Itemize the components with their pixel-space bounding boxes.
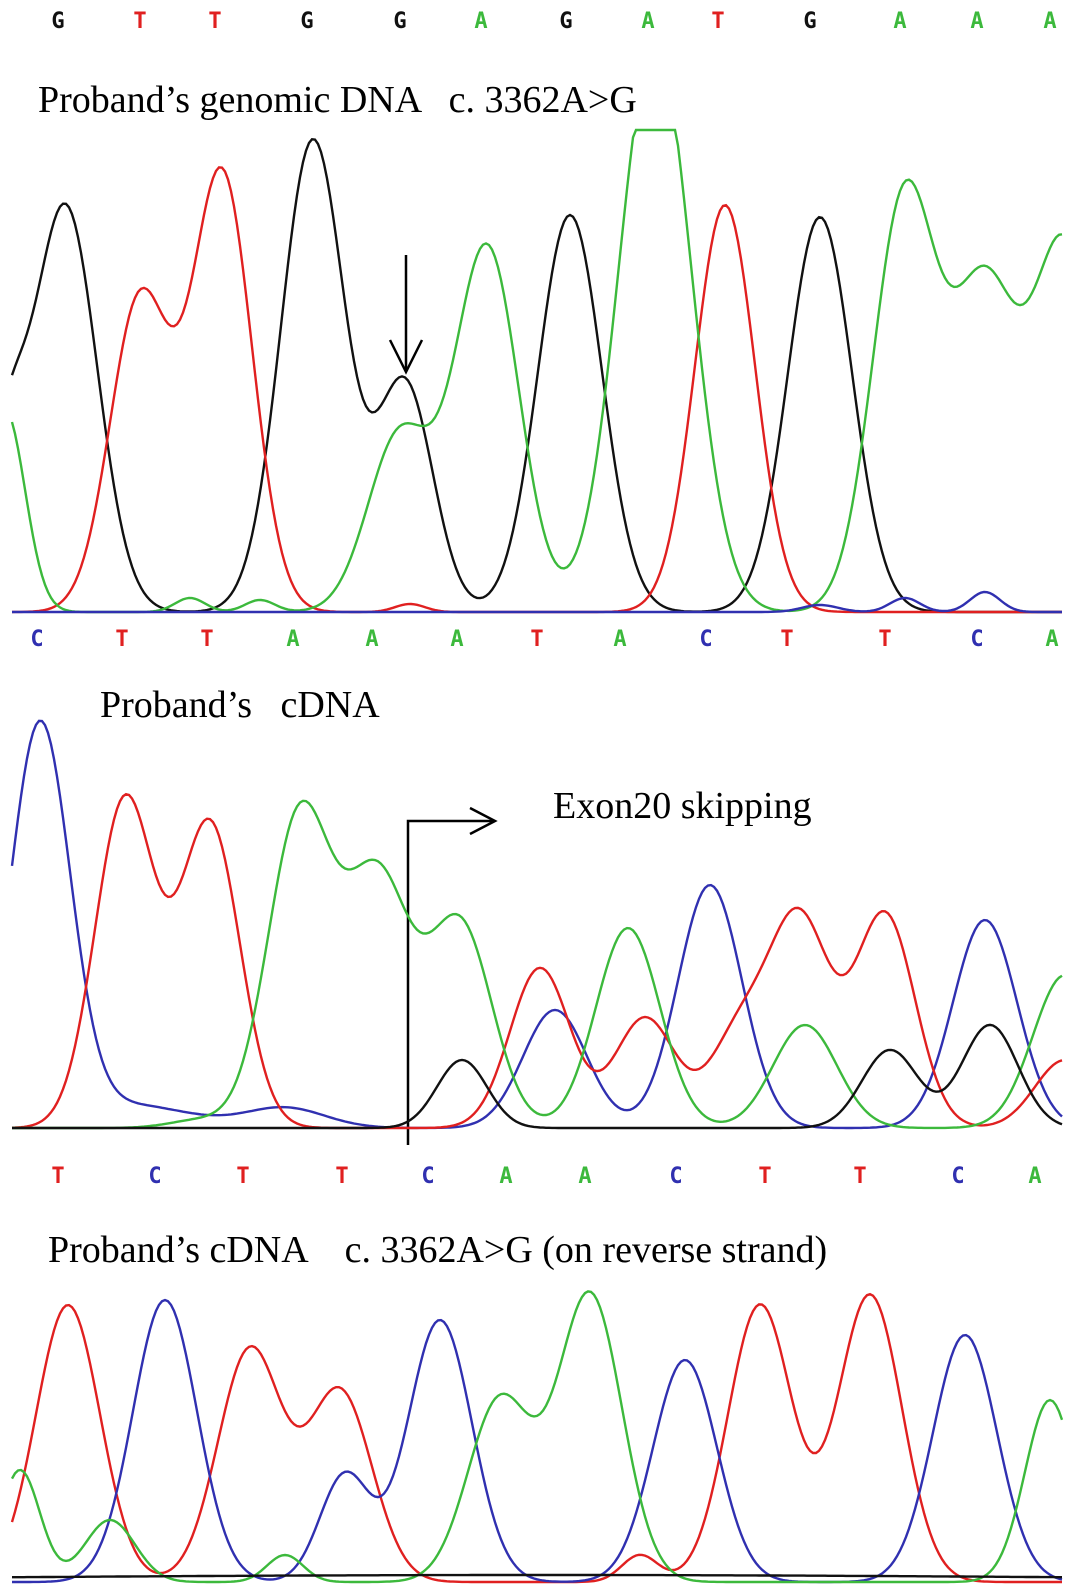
panel-title: Proband’s genomic DNA c. 3362A>G [38,79,637,121]
trace [10,1292,1062,1584]
base-call: A [499,1164,512,1189]
base-call: C [970,627,983,652]
base-call: T [133,9,146,34]
trace [11,166,1062,614]
base-call: T [51,1164,64,1189]
base-call: T [200,627,213,652]
trace [10,1290,1064,1584]
base-call: T [530,627,543,652]
base-call: T [758,1164,771,1189]
base-call: C [669,1164,682,1189]
base-call: A [365,627,378,652]
panel-title: Proband’s cDNA c. 3362A>G (on reverse st… [48,1229,827,1271]
base-call: T [711,9,724,34]
base-call: A [578,1164,591,1189]
base-call: C [951,1164,964,1189]
trace [11,792,1063,1130]
trace [12,1023,1063,1130]
panel-title: Proband’s cDNA [100,684,380,726]
base-call: A [450,627,463,652]
base-call: C [699,627,712,652]
skip-arrow [406,806,498,1145]
base-call: G [300,9,313,34]
base-call: T [115,627,128,652]
base-call: A [1043,9,1056,34]
base-call: G [51,9,64,34]
base-call: T [780,627,793,652]
base-call: T [853,1164,866,1189]
base-call: C [148,1164,161,1189]
base-call: G [559,9,572,34]
base-call: A [970,9,983,34]
trace [12,590,1062,614]
base-call: A [1028,1164,1041,1189]
base-call: A [286,627,299,652]
base-call: A [613,627,626,652]
base-call: T [335,1164,348,1189]
mutation-arrow [388,255,424,375]
base-call: T [208,9,221,34]
base-call: G [803,9,816,34]
base-call: G [393,9,406,34]
base-call: T [236,1164,249,1189]
base-call: T [878,627,891,652]
trace [10,138,1062,614]
annotation: Exon20 skipping [553,785,812,827]
trace [10,719,1063,1130]
base-call: A [893,9,906,34]
trace [10,128,1063,614]
base-call: C [421,1164,434,1189]
base-call: A [1045,627,1058,652]
trace [12,1298,1063,1584]
trace [12,799,1063,1130]
base-call: A [641,9,654,34]
trace [12,1573,1062,1579]
base-call: A [474,9,487,34]
base-call: C [30,627,43,652]
